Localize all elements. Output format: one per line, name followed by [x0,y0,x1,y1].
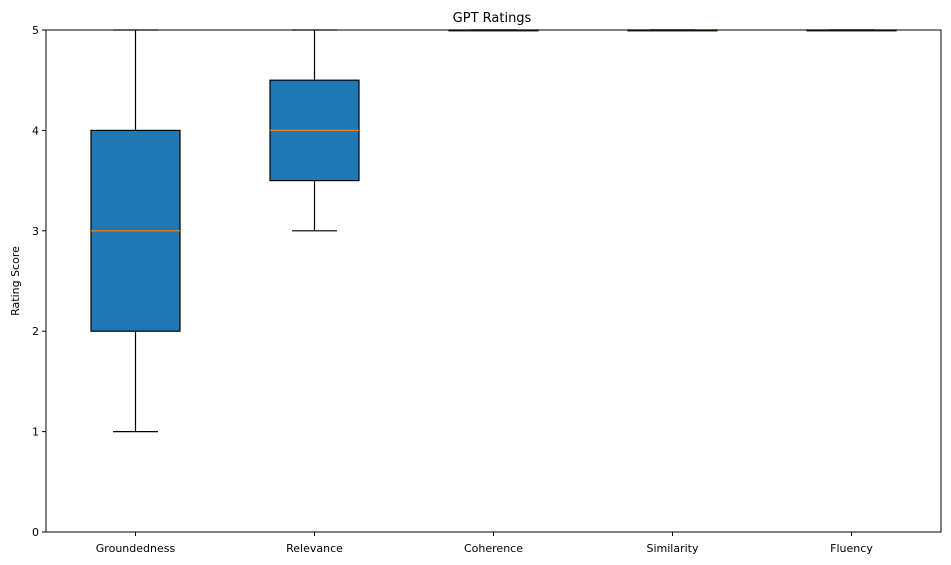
x-tick-label: Similarity [646,542,698,555]
x-tick-label: Relevance [286,542,343,555]
x-tick-label: Groundedness [96,542,176,555]
y-tick-label: 4 [32,124,39,137]
axes-frame [45,29,942,533]
x-tick-label: Fluency [830,542,873,555]
y-axis-label: Rating Score [9,246,22,316]
y-tick-label: 0 [32,526,39,539]
chart-title: GPT Ratings [453,11,532,26]
y-tick-label: 1 [32,426,39,439]
plot-area: 0 1 2 3 4 5 Groundedness Relevance Coherence Simi… [32,24,942,555]
x-tick-label: Coherence [464,542,523,555]
y-tick-label: 5 [32,24,39,37]
y-tick-label: 3 [32,225,39,238]
y-tick-label: 2 [32,325,39,338]
